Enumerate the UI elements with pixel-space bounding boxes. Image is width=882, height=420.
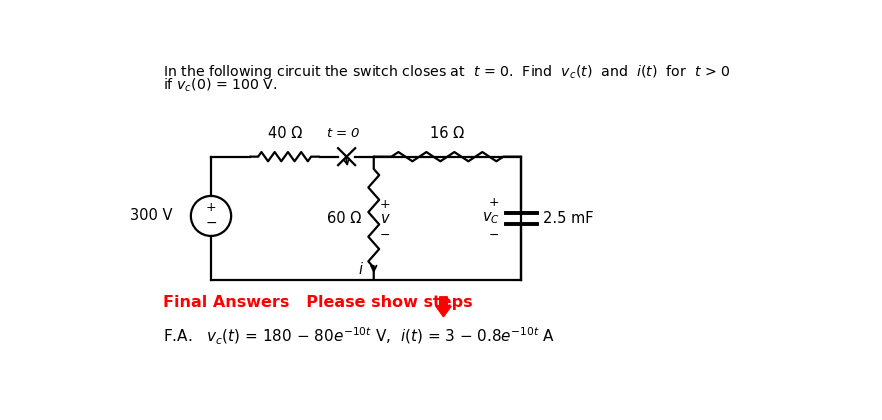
Text: $v$: $v$ — [380, 211, 391, 226]
Text: 300 V: 300 V — [130, 208, 172, 223]
Text: 40 Ω: 40 Ω — [267, 126, 302, 141]
Text: +: + — [489, 197, 499, 209]
Text: 60 Ω: 60 Ω — [327, 211, 362, 226]
Text: F.A.   $v_c(t)$ = 180 $-$ 80$e^{-10t}$ V,  $i(t)$ = 3 $-$ 0.8$e^{-10t}$ A: F.A. $v_c(t)$ = 180 $-$ 80$e^{-10t}$ V, … — [163, 326, 556, 347]
Polygon shape — [436, 297, 452, 317]
Text: 2.5 mF: 2.5 mF — [542, 211, 594, 226]
Text: Final Answers   Please show steps: Final Answers Please show steps — [163, 295, 473, 310]
Text: $v_C$: $v_C$ — [482, 210, 499, 226]
Text: −: − — [206, 216, 217, 230]
Text: $t$ = 0: $t$ = 0 — [326, 127, 361, 140]
Text: −: − — [489, 229, 499, 241]
Text: +: + — [206, 201, 216, 214]
Text: if $v_c$(0) = 100 V.: if $v_c$(0) = 100 V. — [163, 76, 278, 94]
Text: 16 Ω: 16 Ω — [430, 126, 465, 141]
Text: $i$: $i$ — [358, 262, 364, 278]
Text: In the following circuit the switch closes at  $t$ = 0.  Find  $v_c(t)$  and  $i: In the following circuit the switch clos… — [163, 63, 730, 81]
Text: +: + — [380, 198, 391, 211]
Text: −: − — [380, 229, 391, 241]
